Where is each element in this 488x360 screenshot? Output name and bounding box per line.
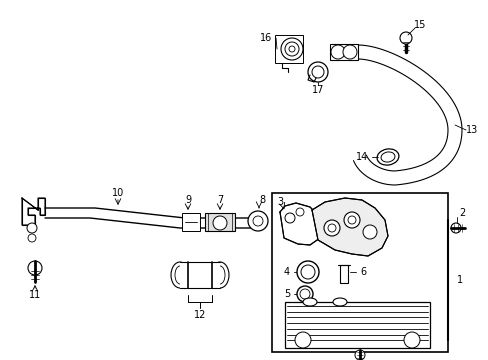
Circle shape bbox=[28, 234, 36, 242]
Polygon shape bbox=[311, 198, 387, 256]
Bar bbox=[285, 302, 429, 348]
Circle shape bbox=[247, 211, 267, 231]
Circle shape bbox=[354, 350, 364, 360]
Text: 17: 17 bbox=[311, 85, 324, 95]
Circle shape bbox=[307, 62, 327, 82]
Circle shape bbox=[311, 66, 324, 78]
Circle shape bbox=[295, 208, 304, 216]
Circle shape bbox=[324, 220, 339, 236]
Text: 2: 2 bbox=[458, 208, 464, 218]
Circle shape bbox=[347, 216, 355, 224]
Bar bbox=[339, 265, 347, 283]
Text: 13: 13 bbox=[465, 125, 477, 135]
Circle shape bbox=[399, 32, 411, 44]
Bar bbox=[329, 44, 357, 60]
Text: 11: 11 bbox=[29, 290, 41, 300]
Bar bbox=[180, 262, 220, 288]
Text: 3: 3 bbox=[276, 197, 283, 207]
Ellipse shape bbox=[376, 149, 398, 165]
Bar bbox=[204, 213, 235, 231]
Circle shape bbox=[301, 265, 314, 279]
Text: 7: 7 bbox=[217, 195, 223, 205]
Circle shape bbox=[28, 261, 42, 275]
Polygon shape bbox=[280, 203, 321, 245]
Circle shape bbox=[362, 225, 376, 239]
Circle shape bbox=[330, 45, 345, 59]
Text: 1: 1 bbox=[456, 275, 462, 285]
Circle shape bbox=[327, 224, 335, 232]
Polygon shape bbox=[22, 198, 45, 225]
Ellipse shape bbox=[215, 266, 224, 284]
Text: 15: 15 bbox=[413, 20, 426, 30]
Text: 6: 6 bbox=[359, 267, 366, 277]
Text: 14: 14 bbox=[355, 152, 367, 162]
Bar bbox=[274, 35, 303, 63]
Circle shape bbox=[296, 261, 318, 283]
Circle shape bbox=[213, 216, 226, 230]
Text: 9: 9 bbox=[184, 195, 191, 205]
Circle shape bbox=[252, 216, 263, 226]
Circle shape bbox=[27, 223, 37, 233]
Text: 5: 5 bbox=[283, 289, 289, 299]
Bar bbox=[271, 193, 447, 352]
Text: 4: 4 bbox=[284, 267, 289, 277]
Text: 16: 16 bbox=[259, 33, 271, 43]
Text: 8: 8 bbox=[259, 195, 264, 205]
Circle shape bbox=[296, 286, 312, 302]
Ellipse shape bbox=[210, 262, 228, 288]
Ellipse shape bbox=[332, 298, 346, 306]
Circle shape bbox=[285, 42, 298, 56]
Text: 12: 12 bbox=[193, 310, 206, 320]
Ellipse shape bbox=[380, 152, 394, 162]
Circle shape bbox=[299, 289, 309, 299]
Circle shape bbox=[281, 38, 303, 60]
Circle shape bbox=[294, 332, 310, 348]
Ellipse shape bbox=[171, 262, 189, 288]
Circle shape bbox=[288, 46, 294, 52]
Text: 10: 10 bbox=[112, 188, 124, 198]
Circle shape bbox=[450, 223, 460, 233]
Circle shape bbox=[342, 45, 356, 59]
Ellipse shape bbox=[303, 298, 316, 306]
Circle shape bbox=[403, 332, 419, 348]
Bar bbox=[182, 213, 200, 231]
Circle shape bbox=[285, 213, 294, 223]
Circle shape bbox=[343, 212, 359, 228]
Ellipse shape bbox=[175, 266, 184, 284]
